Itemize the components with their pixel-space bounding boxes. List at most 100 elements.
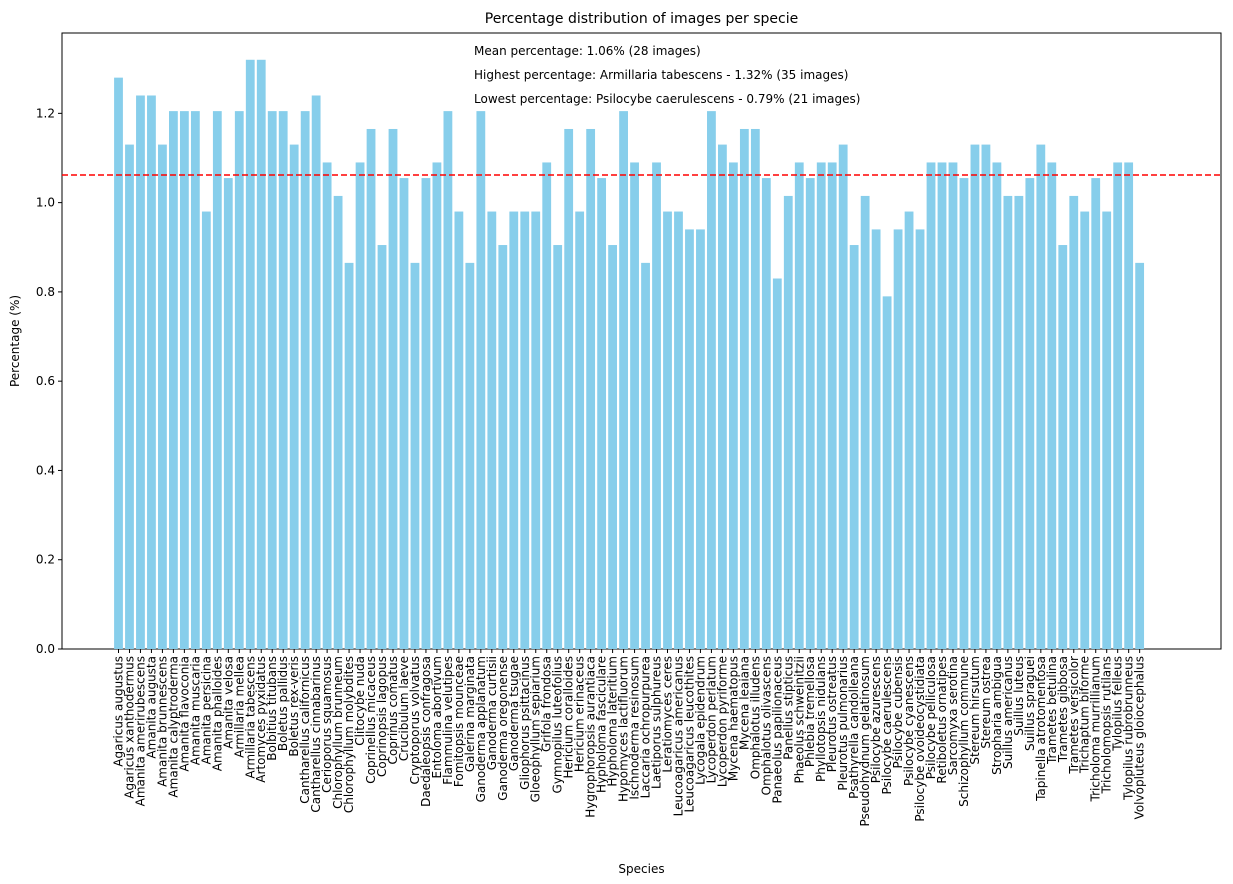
bar xyxy=(1047,162,1057,649)
x-tick-label: Hericium erinaceus xyxy=(573,656,587,772)
x-tick-label: Gloeophyllum sepiarium xyxy=(529,656,543,802)
x-tick-label: Chlorophyllum brunneum xyxy=(331,656,345,809)
x-tick-label: Psilocybe ovoideocystidiata xyxy=(913,656,927,822)
x-tick-label: Hygrophoropsis aurantiaca xyxy=(584,656,598,818)
annotation-text: Lowest percentage: Psilocybe caerulescen… xyxy=(474,92,860,106)
bar xyxy=(388,128,398,650)
bar xyxy=(125,144,134,649)
x-tick-label: Psilocybe azurescens xyxy=(869,656,883,783)
x-tick-label: Bolbitius titubans xyxy=(265,656,279,761)
bar xyxy=(608,245,617,649)
bar xyxy=(1058,245,1068,649)
bar xyxy=(256,59,266,649)
bar xyxy=(685,229,694,649)
x-tick-label: Stereum hirsutum xyxy=(968,656,982,765)
bar xyxy=(630,162,639,649)
bar xyxy=(739,128,749,650)
x-tick-label: Pleurotus pulmonarius xyxy=(836,656,850,791)
x-tick-label: Boletus rex-veris xyxy=(287,656,301,757)
x-tick-label: Volvopluteus gloiocephalus xyxy=(1133,656,1147,819)
x-tick-label: Tylopilus felleus xyxy=(1111,656,1125,752)
x-tick-label: Ganoderma oregonense xyxy=(496,656,510,801)
bar xyxy=(871,229,881,649)
y-tick-label: 0.2 xyxy=(36,553,55,567)
bar xyxy=(498,245,508,649)
bar xyxy=(531,211,541,650)
x-tick-label: Trametes betulina xyxy=(1045,656,1059,765)
x-tick-label: Leratiomyces ceres xyxy=(661,656,675,773)
x-tick-label: Gymnopilus luteofolius xyxy=(551,656,565,793)
x-tick-label: Panellus stipticus xyxy=(781,656,795,760)
x-tick-label: Cerioporus squamosus xyxy=(320,656,334,793)
bar xyxy=(300,111,310,650)
bar xyxy=(487,211,497,650)
x-tick-label: Phyllotopsis nidulans xyxy=(814,656,828,782)
bar xyxy=(882,296,892,649)
bar xyxy=(707,111,716,650)
bar xyxy=(564,128,574,650)
bar xyxy=(805,178,815,649)
x-tick-label: Armillaria tabescens xyxy=(243,656,257,779)
bar xyxy=(114,77,123,649)
x-tick-label: Amanita muscaria xyxy=(188,656,202,765)
x-tick-label: Laccaria ochropurpurea xyxy=(639,656,653,798)
bar xyxy=(718,144,727,649)
bar xyxy=(1135,262,1145,649)
x-tick-label: Cryptoporus volvatus xyxy=(408,656,422,784)
x-tick-label: Tapinella atrotomentosa xyxy=(1034,656,1048,802)
bar xyxy=(333,195,343,649)
x-tick-label: Tricholoma murrillianum xyxy=(1089,656,1103,802)
x-tick-label: Flammulina velutipes xyxy=(441,656,455,785)
bar xyxy=(575,211,585,650)
x-tick-label: Crucibulum laeve xyxy=(397,656,411,761)
bar xyxy=(860,195,870,649)
bar xyxy=(772,278,782,649)
x-tick-label: Ischnoderma resinosum xyxy=(628,656,642,800)
x-tick-label: Amanita amerirubescens xyxy=(133,656,147,806)
x-tick-label: Coprinus comatus xyxy=(386,656,400,764)
bar xyxy=(652,162,661,649)
x-tick-label: Hypholoma fasciculare xyxy=(595,656,609,793)
x-tick-label: Armillaria mellea xyxy=(232,656,246,758)
bar xyxy=(158,144,167,649)
bar xyxy=(322,162,332,649)
x-axis-label: Species xyxy=(618,862,664,876)
y-tick-label: 0.6 xyxy=(36,374,55,388)
x-tick-label: Lycoperdon pyriforme xyxy=(715,656,729,787)
bar xyxy=(970,144,980,649)
x-tick-label: Fomitopsis mounceae xyxy=(452,656,466,787)
bar xyxy=(794,162,804,649)
bar xyxy=(674,211,683,650)
x-tick-label: Agaricus xanthodermus xyxy=(122,656,136,799)
bar xyxy=(366,128,376,650)
bar xyxy=(586,128,596,650)
x-tick-label: Mycena haematopus xyxy=(726,656,740,781)
bar xyxy=(1113,162,1123,649)
x-tick-label: Laetiporus sulphureus xyxy=(650,656,664,789)
x-tick-label: Stropharia ambigua xyxy=(990,656,1004,775)
x-tick-label: Psilocybe cubensis xyxy=(891,656,905,768)
x-tick-label: Chlorophyllum molybdites xyxy=(342,656,356,813)
bar xyxy=(838,144,848,649)
bar xyxy=(1102,211,1112,650)
x-tick-label: Daedaleopsis confragosa xyxy=(419,656,433,807)
x-tick-label: Psilocybe pelliculosa xyxy=(924,656,938,779)
bar xyxy=(465,262,475,649)
x-tick-label: Cantharellus californicus xyxy=(298,656,312,804)
x-tick-label: Omphalotus olivascens xyxy=(759,656,773,795)
y-tick-label: 1.2 xyxy=(36,106,55,120)
x-tick-label: Artomyces pyxidatus xyxy=(254,656,268,783)
bar xyxy=(377,245,387,649)
x-tick-label: Trametes versicolor xyxy=(1067,656,1081,775)
x-tick-label: Entoloma abortivum xyxy=(430,656,444,778)
bar xyxy=(597,178,607,649)
bar xyxy=(344,262,354,649)
x-tick-label: Ganoderma applanatum xyxy=(474,656,488,802)
bar xyxy=(410,262,420,649)
x-tick-label: Psilocybe cyanescens xyxy=(902,656,916,786)
x-tick-label: Agaricus augustus xyxy=(112,656,126,767)
bar xyxy=(476,111,486,650)
x-tick-label: Ganoderma curtisii xyxy=(485,656,499,770)
bar xyxy=(355,162,365,649)
x-tick-label: Phlebia tremellosa xyxy=(803,656,817,767)
